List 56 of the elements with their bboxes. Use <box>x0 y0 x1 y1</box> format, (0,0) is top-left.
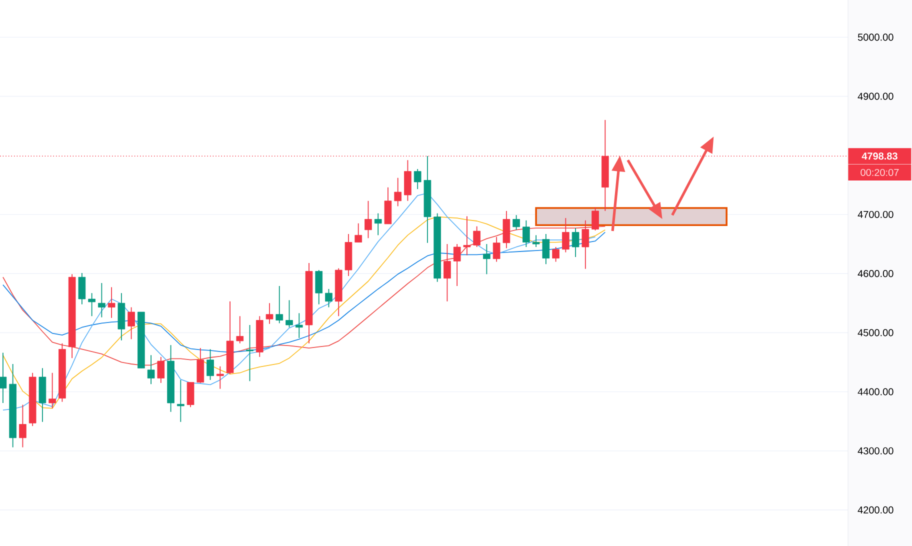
candlestick <box>186 382 194 408</box>
candlestick <box>98 282 106 318</box>
candlestick <box>177 380 184 422</box>
candlestick <box>562 218 570 253</box>
candlestick <box>196 348 204 384</box>
candlestick <box>384 186 392 224</box>
candlestick <box>542 234 550 265</box>
candlestick <box>236 316 244 344</box>
candlestick <box>582 220 590 270</box>
y-tick-label: 4200.00 <box>858 506 894 514</box>
candlestick <box>453 244 461 286</box>
candlestick <box>48 372 56 409</box>
candlestick <box>325 288 332 308</box>
ref-line-label: 4798.83 <box>862 152 898 160</box>
candlestick <box>295 312 303 338</box>
candlestick <box>286 300 293 328</box>
candlestick <box>473 226 480 248</box>
candlestick <box>444 244 451 302</box>
candlestick <box>147 354 155 385</box>
candlestick <box>206 348 214 380</box>
candlestick <box>266 302 274 324</box>
candlestick <box>216 366 224 390</box>
candlestick <box>592 206 599 231</box>
candlestick <box>315 270 323 305</box>
candlestick <box>374 212 382 236</box>
candlestick <box>394 177 402 207</box>
candlestick <box>492 236 500 262</box>
y-tick-label: 4700.00 <box>858 210 894 218</box>
y-tick-label: 4600.00 <box>858 270 894 278</box>
candlestick <box>404 160 412 202</box>
y-tick-label: 4300.00 <box>858 447 894 454</box>
candlestick <box>0 352 7 404</box>
text: 00:20:07 <box>860 168 899 176</box>
candlestick <box>276 286 284 324</box>
candlestick <box>572 228 580 258</box>
candlestick <box>552 246 560 262</box>
candlestick <box>354 222 362 243</box>
y-tick-label: 5000.00 <box>858 34 894 41</box>
candlestick <box>108 286 116 318</box>
candlestick <box>88 292 96 317</box>
candlestick <box>483 244 490 275</box>
candlestick <box>78 272 86 305</box>
candlestick <box>502 210 510 249</box>
candlestick <box>414 168 422 190</box>
candlestick <box>522 220 530 248</box>
y-tick-label: 4500.00 <box>858 329 894 336</box>
y-tick-label: 4400.00 <box>858 388 894 396</box>
candlestick <box>19 404 26 448</box>
candlestick <box>364 200 372 239</box>
y-tick-label: 4900.00 <box>858 92 894 100</box>
candlestick <box>246 324 254 382</box>
candlestick <box>128 306 135 340</box>
candlestick <box>463 216 471 256</box>
candlestick <box>532 234 540 248</box>
candlestick <box>512 214 520 230</box>
candlestick <box>157 356 165 384</box>
